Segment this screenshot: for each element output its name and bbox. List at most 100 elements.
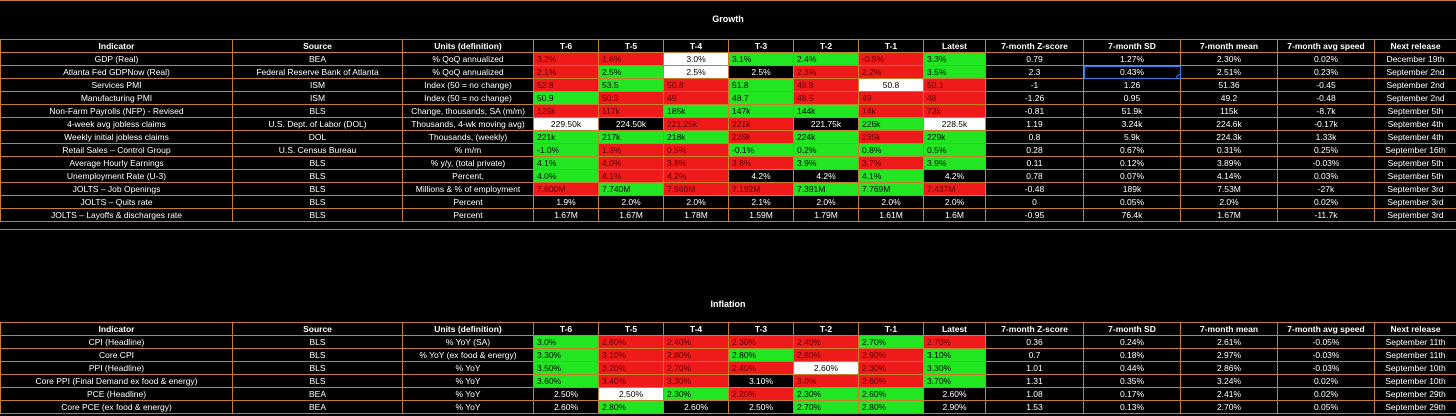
table-cell[interactable]: 1.6M [923, 208, 986, 222]
table-cell[interactable]: 14k [858, 104, 924, 118]
table-cell[interactable]: 0 [985, 195, 1084, 209]
table-cell[interactable]: % y/y, (total private) [402, 156, 534, 170]
table-row[interactable]: JOLTS – Job Openings BLS Millions & % of e… [0, 182, 1456, 196]
table-cell[interactable]: September 2nd [1374, 78, 1456, 92]
table-cell[interactable]: 1.31 [985, 374, 1084, 388]
table-cell[interactable]: 0.78 [985, 169, 1084, 183]
table-cell[interactable]: -0.05% [1277, 335, 1375, 349]
table-cell[interactable]: 2.70% [923, 335, 986, 349]
table-cell[interactable]: 1.26 [1083, 78, 1181, 92]
table-row[interactable]: Average Hourly Earnings BLS% y/y, (total … [0, 156, 1456, 170]
inflation-header-14[interactable]: Next release [1374, 322, 1456, 336]
table-cell[interactable]: 224.3k [1180, 130, 1278, 144]
table-cell[interactable]: 229.50k [533, 117, 599, 131]
table-cell[interactable]: BEA [232, 52, 403, 66]
table-cell[interactable]: % m/m [402, 143, 534, 157]
table-cell[interactable]: % QoQ annualized [402, 65, 534, 79]
table-cell[interactable]: 2.30% [728, 335, 794, 349]
table-cell[interactable]: 7.192M [728, 182, 794, 196]
table-cell[interactable]: 4.2% [663, 169, 729, 183]
table-cell[interactable]: % YoY [402, 400, 534, 414]
table-cell[interactable]: 221.75k [793, 117, 859, 131]
inflation-header-13[interactable]: 7-month avg speed [1277, 322, 1375, 336]
table-cell[interactable]: 53.5 [598, 78, 664, 92]
inflation-header-1[interactable]: Source [232, 322, 403, 336]
table-cell[interactable]: 2.30% [1180, 52, 1278, 66]
table-cell[interactable]: -1.26 [985, 91, 1084, 105]
table-cell[interactable]: Percent [402, 195, 534, 209]
table-cell[interactable]: 0.07% [1083, 169, 1181, 183]
table-cell[interactable]: BEA [232, 400, 403, 414]
table-cell[interactable]: 2.60% [793, 361, 859, 375]
table-cell[interactable]: 3.30% [533, 348, 599, 362]
table-cell[interactable]: 2.2% [858, 65, 924, 79]
table-cell[interactable]: 2.97% [1180, 348, 1278, 362]
table-cell[interactable]: 2.0% [858, 195, 924, 209]
table-cell[interactable]: 50.8 [858, 78, 924, 92]
table-cell[interactable]: September 3rd [1374, 208, 1456, 222]
table-cell[interactable]: % YoY (SA) [402, 335, 534, 349]
table-cell[interactable]: 52.8 [533, 78, 599, 92]
table-cell[interactable]: 2.0% [793, 195, 859, 209]
inflation-header-7[interactable]: T-2 [793, 322, 859, 336]
table-cell[interactable]: 2.30% [793, 387, 859, 401]
table-cell[interactable]: 224.6k [1180, 117, 1278, 131]
table-cell[interactable]: 1.67M [598, 208, 664, 222]
table-cell[interactable]: BLS [232, 156, 403, 170]
table-cell[interactable]: JOLTS – Quits rate [0, 195, 233, 209]
table-cell[interactable]: 4-week avg jobless claims [0, 117, 233, 131]
table-cell[interactable]: Non-Farm Payrolls (NFP) - Revised [0, 104, 233, 118]
table-cell[interactable]: 4.0% [533, 169, 599, 183]
growth-header-7[interactable]: T-2 [793, 39, 859, 53]
table-cell[interactable]: 1.53 [985, 400, 1084, 414]
table-cell[interactable]: -0.17k [1277, 117, 1375, 131]
table-cell[interactable]: 3.24k [1083, 117, 1181, 131]
table-cell[interactable]: 2.80% [598, 335, 664, 349]
table-cell[interactable]: BLS [232, 195, 403, 209]
table-cell[interactable]: 226k [858, 117, 924, 131]
table-cell[interactable]: 3.40% [598, 374, 664, 388]
table-cell[interactable]: 7.568M [663, 182, 729, 196]
table-row[interactable]: Core PCE (ex food & energy) BEA% YoY 2.60%… [0, 400, 1456, 414]
table-cell[interactable]: 2.80% [858, 400, 924, 414]
table-cell[interactable]: 2.60% [923, 387, 986, 401]
table-cell[interactable]: U.S. Census Bureau [232, 143, 403, 157]
table-cell[interactable]: -0.03% [1277, 361, 1375, 375]
table-cell[interactable]: BLS [232, 104, 403, 118]
fill-handle-icon[interactable] [1176, 74, 1180, 78]
table-cell[interactable]: 0.36 [985, 335, 1084, 349]
table-cell[interactable]: 7.391M [793, 182, 859, 196]
table-cell[interactable]: 1.79M [793, 208, 859, 222]
table-cell[interactable]: 0.8% [858, 143, 924, 157]
table-cell[interactable]: 0.02% [1277, 387, 1375, 401]
table-cell[interactable]: Weekly initial jobless claims [0, 130, 233, 144]
table-cell[interactable]: 7.769M [858, 182, 924, 196]
table-cell[interactable]: 1.61M [858, 208, 924, 222]
table-cell[interactable]: 0.95 [1083, 91, 1181, 105]
table-cell[interactable]: Change, thousands, SA (m/m) [402, 104, 534, 118]
table-cell[interactable]: 4.2% [923, 169, 986, 183]
table-cell[interactable]: 48.7 [728, 91, 794, 105]
inflation-header-6[interactable]: T-3 [728, 322, 794, 336]
table-cell[interactable]: Average Hourly Earnings [0, 156, 233, 170]
table-cell[interactable]: 1.33k [1277, 130, 1375, 144]
table-row[interactable]: Core PPI (Final Demand ex food & energy)… [0, 374, 1456, 388]
table-cell[interactable]: 3.60% [533, 374, 599, 388]
growth-header-0[interactable]: Indicator [0, 39, 233, 53]
table-row[interactable]: CPI (Headline) BLS% YoY (SA) 3.0% 2.80% 2.40… [0, 335, 1456, 349]
table-row[interactable]: Atlanta Fed GDPNow (Real) Federal Reserve… [0, 65, 1456, 79]
table-cell[interactable]: 1.3% [598, 143, 664, 157]
table-cell[interactable]: 4.2% [728, 169, 794, 183]
growth-header-10[interactable]: 7-month Z-score [985, 39, 1084, 53]
table-cell[interactable]: 3.9% [923, 156, 986, 170]
table-cell[interactable]: 0.43% [1083, 65, 1181, 79]
table-cell[interactable]: 48.5 [793, 91, 859, 105]
table-cell[interactable]: % YoY [402, 361, 534, 375]
table-cell[interactable]: 2.61% [1180, 335, 1278, 349]
table-cell[interactable]: 189k [1083, 182, 1181, 196]
table-cell[interactable]: Percent [402, 208, 534, 222]
table-cell[interactable]: 48 [923, 91, 986, 105]
growth-header-1[interactable]: Source [232, 39, 403, 53]
table-cell[interactable]: 117k [598, 104, 664, 118]
table-cell[interactable]: 2.90% [923, 400, 986, 414]
